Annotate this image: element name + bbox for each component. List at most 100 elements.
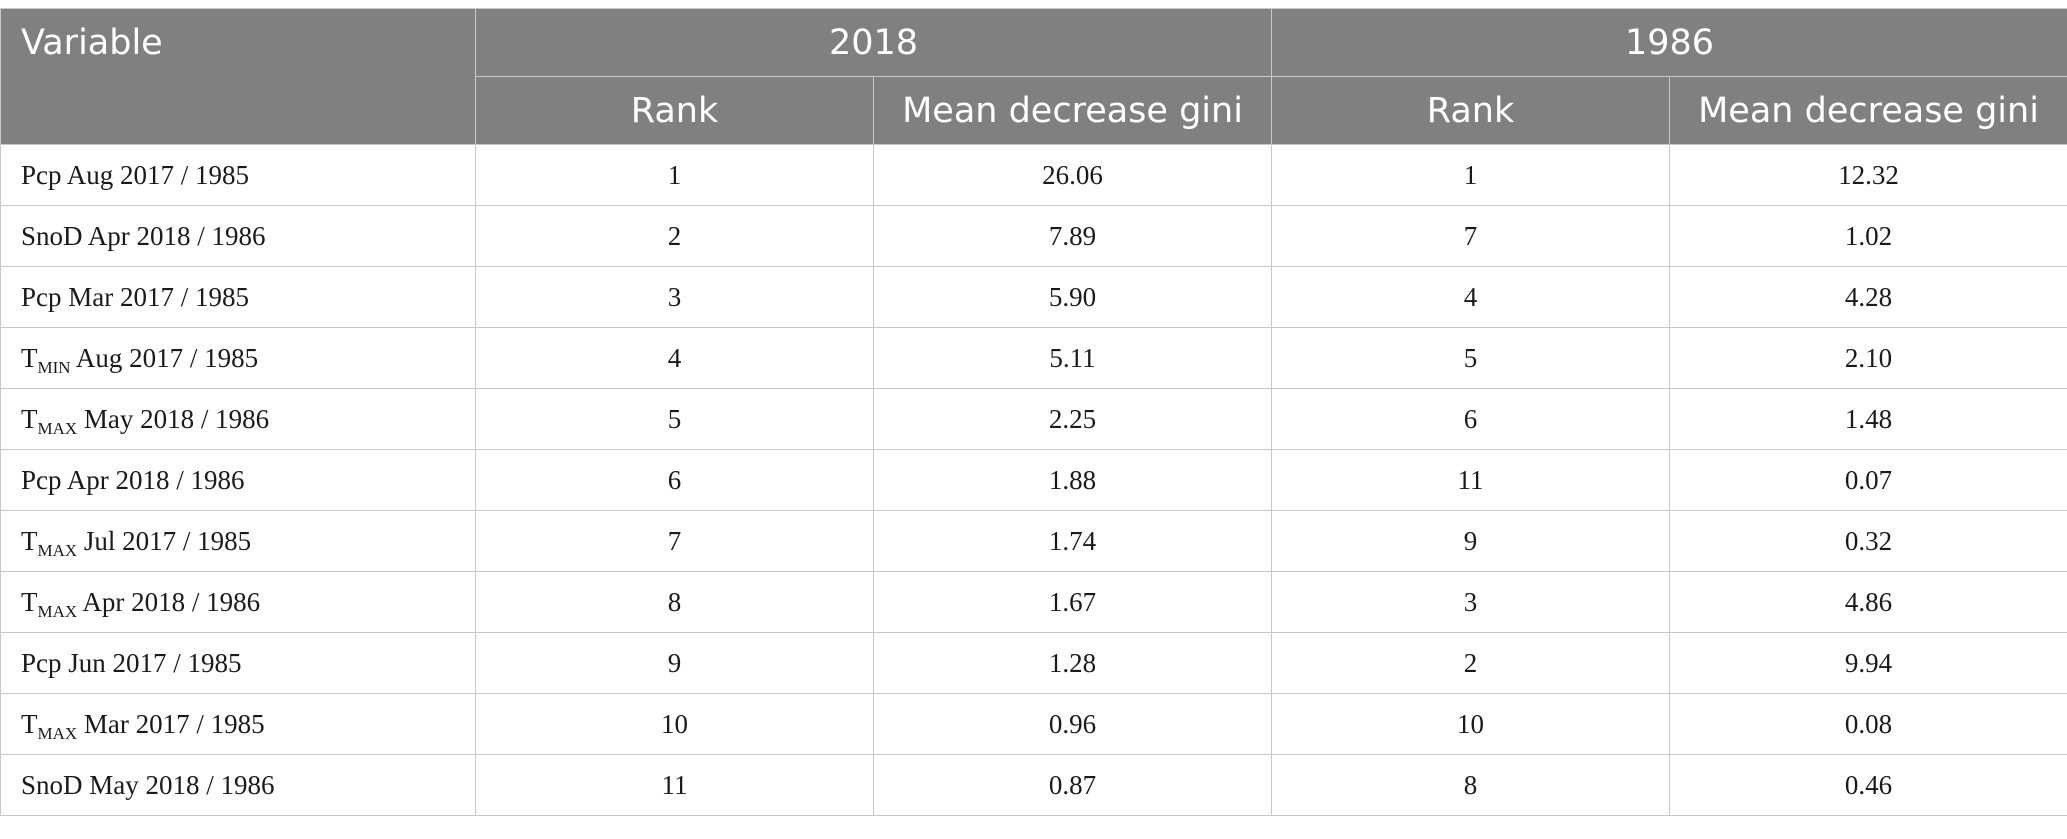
table-row: TMAX Jul 2017 / 1985 7 1.74 9 0.32 xyxy=(0,510,2067,572)
mdg-2018-cell: 2.25 xyxy=(872,388,1273,450)
rank-1986-cell: 2 xyxy=(1271,632,1671,694)
rank-1986-cell: 9 xyxy=(1271,510,1671,572)
variable-period: Mar 2017 / 1985 xyxy=(77,708,265,739)
rank-2018-cell: 7 xyxy=(475,510,874,572)
table-row: SnoD Apr 2018 / 1986 2 7.89 7 1.02 xyxy=(0,205,2067,267)
variable-period: May 2018 / 1986 xyxy=(77,403,270,434)
table-row: Pcp Aug 2017 / 1985 1 26.06 1 12.32 xyxy=(0,144,2067,206)
variable-cell: Pcp Aug 2017 / 1985 xyxy=(0,144,476,206)
variable-cell: SnoD May 2018 / 1986 xyxy=(0,754,476,816)
mdg-1986-cell: 0.07 xyxy=(1669,449,2067,511)
header-row-columns: Rank Mean decrease gini Rank Mean decrea… xyxy=(1,76,2067,145)
header-mdg-2018: Mean decrease gini xyxy=(872,76,1273,145)
variable-prefix: T xyxy=(21,525,38,556)
rank-1986-cell: 7 xyxy=(1271,205,1671,267)
rank-2018-cell: 6 xyxy=(475,449,874,511)
header-rank-2018: Rank xyxy=(475,76,874,145)
table-header: Variable 2018 1986 Rank Mean decrease gi… xyxy=(0,8,2067,145)
variable-subscript: MAX xyxy=(37,723,78,743)
rank-1986-cell: 8 xyxy=(1271,754,1671,816)
variable-prefix: T xyxy=(21,708,38,739)
rank-2018-cell: 4 xyxy=(475,327,874,389)
header-variable: Variable xyxy=(0,8,476,145)
variable-prefix: Pcp xyxy=(21,281,62,312)
variable-subscript: MAX xyxy=(37,601,78,621)
mdg-1986-cell: 4.86 xyxy=(1669,571,2067,633)
header-mdg-1986: Mean decrease gini xyxy=(1669,76,2067,145)
table-row: TMAX Mar 2017 / 1985 10 0.96 10 0.08 xyxy=(0,693,2067,755)
table-row: Pcp Apr 2018 / 1986 6 1.88 11 0.07 xyxy=(0,449,2067,511)
variable-cell: Pcp Mar 2017 / 1985 xyxy=(0,266,476,328)
table-row: TMAX May 2018 / 1986 5 2.25 6 1.48 xyxy=(0,388,2067,450)
table-row: SnoD May 2018 / 1986 11 0.87 8 0.46 xyxy=(0,754,2067,816)
variable-prefix: T xyxy=(21,342,38,373)
variable-period: Apr 2018 / 1986 xyxy=(77,586,261,617)
table-row: TMAX Apr 2018 / 1986 8 1.67 3 4.86 xyxy=(0,571,2067,633)
mdg-2018-cell: 1.88 xyxy=(872,449,1273,511)
variable-cell: TMAX Apr 2018 / 1986 xyxy=(0,571,476,633)
variable-period: Jul 2017 / 1985 xyxy=(77,525,252,556)
variable-cell: Pcp Jun 2017 / 1985 xyxy=(0,632,476,694)
variable-subscript: MAX xyxy=(37,540,78,560)
table-row: Pcp Mar 2017 / 1985 3 5.90 4 4.28 xyxy=(0,266,2067,328)
header-group-2018: 2018 xyxy=(474,8,1273,77)
header-rank-1986: Rank xyxy=(1271,76,1671,145)
table-body: Pcp Aug 2017 / 1985 1 26.06 1 12.32 SnoD Apr … xyxy=(0,144,2067,816)
mdg-2018-cell: 5.11 xyxy=(872,327,1273,389)
variable-cell: TMAX May 2018 / 1986 xyxy=(0,388,476,450)
mdg-2018-cell: 7.89 xyxy=(872,205,1273,267)
variable-subscript: MIN xyxy=(37,357,71,377)
variable-cell: TMAX Mar 2017 / 1985 xyxy=(0,693,476,755)
mdg-1986-cell: 9.94 xyxy=(1669,632,2067,694)
mdg-2018-cell: 0.96 xyxy=(872,693,1273,755)
rank-2018-cell: 2 xyxy=(475,205,874,267)
variable-cell: TMAX Jul 2017 / 1985 xyxy=(0,510,476,572)
rank-2018-cell: 1 xyxy=(475,144,874,206)
mdg-1986-cell: 2.10 xyxy=(1669,327,2067,389)
mdg-1986-cell: 1.48 xyxy=(1669,388,2067,450)
variable-prefix: Pcp xyxy=(21,159,62,190)
variable-prefix: SnoD xyxy=(21,220,83,251)
header-row-groups: Variable 2018 1986 xyxy=(0,8,2067,145)
variable-period: Apr 2018 / 1986 xyxy=(61,464,245,495)
mdg-2018-cell: 0.87 xyxy=(872,754,1273,816)
variable-period: Jun 2017 / 1985 xyxy=(61,647,242,678)
rank-2018-cell: 3 xyxy=(475,266,874,328)
mdg-2018-cell: 1.28 xyxy=(872,632,1273,694)
variable-period: May 2018 / 1986 xyxy=(82,769,275,800)
mdg-1986-cell: 4.28 xyxy=(1669,266,2067,328)
mdg-2018-cell: 1.74 xyxy=(872,510,1273,572)
variable-subscript: MAX xyxy=(37,418,78,438)
variable-cell: TMIN Aug 2017 / 1985 xyxy=(0,327,476,389)
rank-2018-cell: 9 xyxy=(475,632,874,694)
mdg-1986-cell: 0.32 xyxy=(1669,510,2067,572)
variable-period: Aug 2017 / 1985 xyxy=(70,342,259,373)
variable-prefix: Pcp xyxy=(21,464,62,495)
variable-prefix: T xyxy=(21,586,38,617)
rank-1986-cell: 3 xyxy=(1271,571,1671,633)
variable-cell: Pcp Apr 2018 / 1986 xyxy=(0,449,476,511)
variable-importance-table: Variable 2018 1986 Rank Mean decrease gi… xyxy=(0,8,2067,816)
mdg-1986-cell: 1.02 xyxy=(1669,205,2067,267)
mdg-2018-cell: 5.90 xyxy=(872,266,1273,328)
rank-1986-cell: 6 xyxy=(1271,388,1671,450)
rank-1986-cell: 1 xyxy=(1271,144,1671,206)
variable-period: Apr 2018 / 1986 xyxy=(82,220,266,251)
rank-2018-cell: 11 xyxy=(475,754,874,816)
rank-2018-cell: 5 xyxy=(475,388,874,450)
variable-prefix: T xyxy=(21,403,38,434)
rank-1986-cell: 10 xyxy=(1271,693,1671,755)
variable-prefix: Pcp xyxy=(21,647,62,678)
variable-period: Mar 2017 / 1985 xyxy=(61,281,249,312)
table-row: Pcp Jun 2017 / 1985 9 1.28 2 9.94 xyxy=(0,632,2067,694)
variable-period: Aug 2017 / 1985 xyxy=(61,159,250,190)
rank-2018-cell: 10 xyxy=(475,693,874,755)
variable-cell: SnoD Apr 2018 / 1986 xyxy=(0,205,476,267)
rank-1986-cell: 5 xyxy=(1271,327,1671,389)
mdg-1986-cell: 0.46 xyxy=(1669,754,2067,816)
mdg-2018-cell: 26.06 xyxy=(872,144,1273,206)
mdg-2018-cell: 1.67 xyxy=(872,571,1273,633)
mdg-1986-cell: 0.08 xyxy=(1669,693,2067,755)
rank-1986-cell: 4 xyxy=(1271,266,1671,328)
header-group-1986: 1986 xyxy=(1271,8,2067,77)
